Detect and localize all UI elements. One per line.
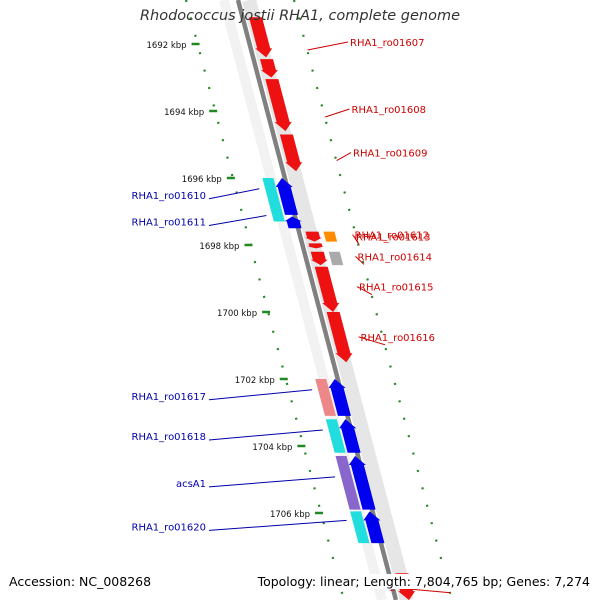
gene-arrow (307, 243, 325, 249)
gene-label: RHA1_ro01617 (132, 392, 207, 403)
gene-arrow (279, 134, 303, 172)
gene-label-leader (358, 336, 386, 346)
gene-arrow (314, 266, 340, 312)
gene-label: RHA1_ro01616 (361, 333, 436, 344)
gene-arrow (305, 231, 323, 242)
axis-tick-label: 1706 kbp (270, 510, 310, 520)
gene-arrow (284, 216, 302, 229)
gene-label: RHA1_ro01615 (359, 283, 434, 294)
gene-label-leader (336, 152, 352, 161)
gene-arrow (348, 456, 376, 510)
axis-tick-label: 1700 kbp (217, 309, 257, 319)
gene-label-leader (353, 236, 360, 245)
gene-label-leader (208, 389, 313, 401)
gene-label-leader (325, 108, 350, 118)
gene-label: RHA1_ro01610 (132, 191, 207, 202)
feature-band (325, 419, 346, 453)
gene-arrow (339, 419, 361, 453)
gene-label: RHA1_ro01618 (132, 432, 207, 443)
gene-arrow (328, 379, 351, 416)
gene-label: RHA1_ro01608 (352, 105, 427, 116)
axis-tick-label: 1698 kbp (199, 242, 239, 252)
gene-label: acsA1 (176, 479, 206, 490)
gene-label-leader (208, 188, 260, 200)
feature-band (323, 231, 338, 242)
gene-label-leader (355, 256, 365, 265)
feature-band (328, 251, 344, 266)
feature-band (350, 511, 370, 544)
gene-label: RHA1_ro01620 (132, 522, 207, 533)
axis-tick-label: 1694 kbp (164, 108, 204, 118)
gene-label-leader (208, 215, 267, 227)
gene-label: RHA1_ro01614 (358, 252, 433, 263)
page-title: Rhodococcus jostii RHA1, complete genome (139, 8, 461, 24)
feature-band (262, 178, 285, 222)
topology-text: Topology: linear; Length: 7,804,765 bp; … (257, 574, 590, 589)
gene-label-leader (307, 41, 349, 51)
feature-band (315, 379, 336, 416)
gene-arrow (249, 17, 273, 58)
axis-tick-label: 1696 kbp (182, 175, 222, 185)
gene-label: RHA1_ro01613 (356, 232, 431, 243)
gene-label-leader (356, 286, 373, 295)
gene-arrow (260, 59, 278, 78)
axis-tick-label: 1704 kbp (252, 443, 292, 453)
feature-band (335, 456, 361, 510)
axis-tick-label: 1702 kbp (235, 376, 275, 386)
gene-arrow (265, 79, 292, 132)
gene-label-leader (208, 476, 336, 488)
gene-label-leader (208, 519, 347, 531)
left-guide-dots (184, 0, 345, 601)
gene-arrow (310, 251, 328, 266)
accession-text: Accession: NC_008268 (9, 574, 152, 589)
gene-label: RHA1_ro01612 (355, 231, 430, 242)
gene-arrow (275, 178, 299, 215)
gene-label: RHA1_ro01607 (350, 38, 425, 49)
gene-label: RHA1_ro01611 (132, 218, 207, 229)
gene-label-leader (208, 429, 323, 441)
gene-arrow (363, 511, 385, 544)
gene-label: RHA1_ro01609 (353, 149, 428, 160)
axis-tick-label: 1692 kbp (147, 41, 187, 51)
gene-arrow (326, 312, 353, 363)
genome-spine (235, 0, 399, 601)
